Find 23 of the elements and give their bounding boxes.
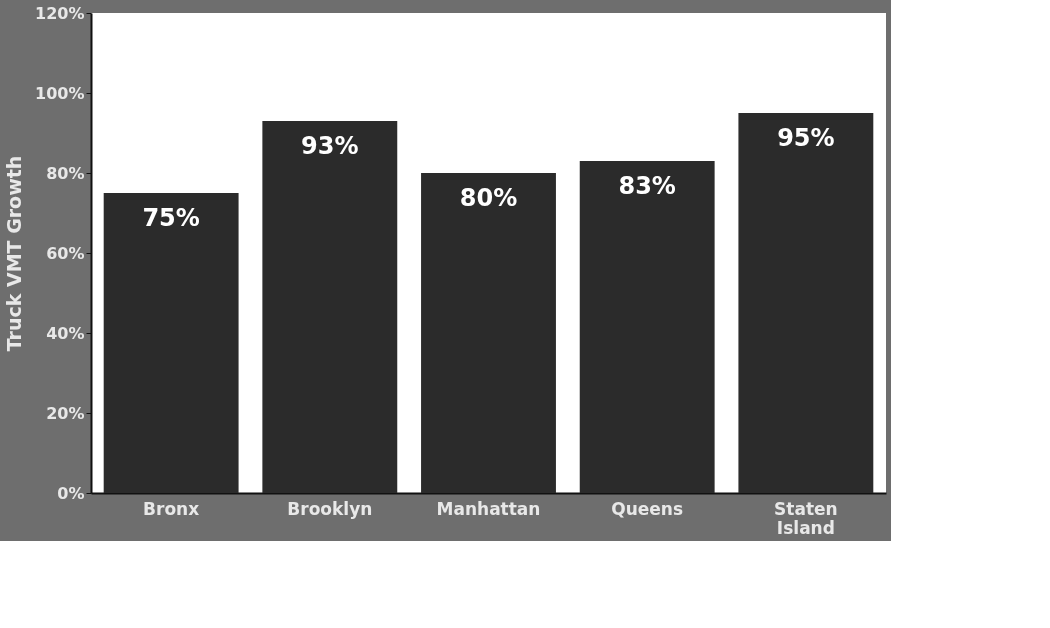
data-label: 95% [777, 124, 835, 152]
bar [738, 113, 874, 493]
bar [103, 193, 239, 493]
x-tick-label: Staten Island [774, 498, 838, 538]
data-label: 80% [459, 184, 518, 212]
data-label: 75% [142, 204, 200, 232]
y-tick-label: 0% [57, 483, 85, 503]
x-tick-label: Brooklyn [287, 498, 373, 519]
x-tick-label: Bronx [143, 498, 200, 519]
y-tick-label: 60% [46, 243, 85, 263]
y-tick-label: 40% [46, 323, 85, 343]
bar [421, 173, 556, 493]
x-tick-label: Manhattan [436, 498, 541, 519]
bar [579, 161, 715, 493]
data-label: 93% [301, 132, 359, 160]
y-tick-label: 20% [46, 403, 85, 423]
y-tick-label: 100% [35, 83, 85, 103]
bar [262, 121, 398, 493]
y-tick-label: 80% [46, 163, 85, 183]
y-tick-label: 120% [35, 3, 85, 23]
x-tick-label: Queens [611, 498, 684, 519]
data-label: 83% [618, 172, 676, 200]
y-axis-title: Truck VMT Growth [3, 155, 26, 352]
